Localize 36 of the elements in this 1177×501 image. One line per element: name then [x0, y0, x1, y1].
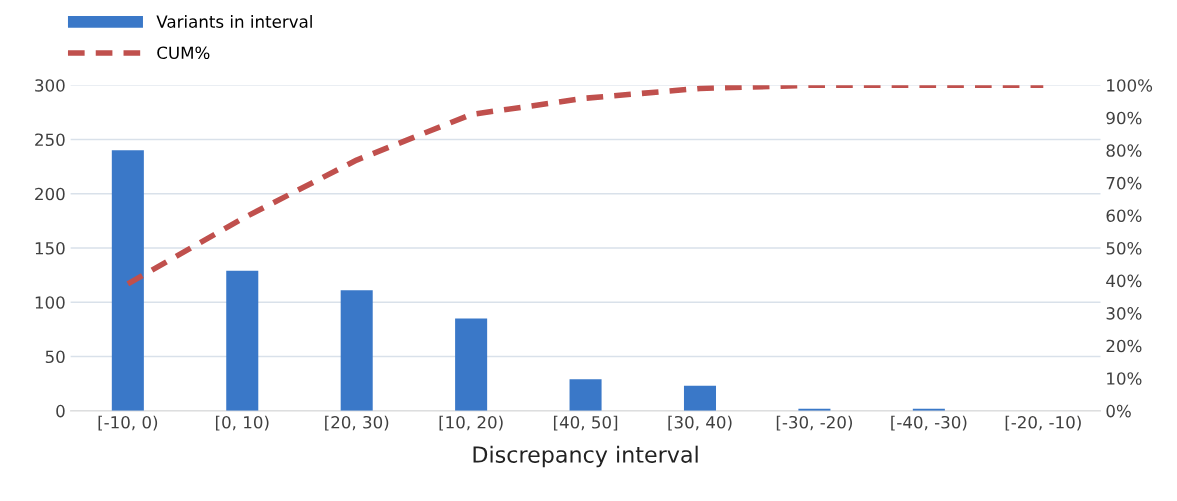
x-tick-label: [40, 50]	[553, 415, 618, 431]
bar	[569, 379, 602, 411]
x-tick-label: [10, 20)	[439, 415, 503, 431]
bar	[683, 385, 717, 411]
y2-tick-label: 60%	[1106, 209, 1142, 222]
y-tick-label: 0	[56, 404, 65, 418]
bar	[226, 270, 259, 411]
y2-tick-label: 80%	[1106, 144, 1142, 157]
y2-tick-label: 10%	[1107, 372, 1142, 385]
x-tick-label: [30, 40)	[668, 415, 732, 431]
y2-tick-label: 90%	[1106, 111, 1142, 125]
legend-label: Variants in interval	[156, 15, 312, 28]
y2-tick-label: 30%	[1106, 307, 1142, 320]
y-tick-label: 50	[45, 350, 65, 364]
y-tick-label: 200	[35, 187, 65, 201]
y-tick-label: 250	[35, 133, 65, 147]
y-tick-label: 150	[35, 241, 65, 255]
y2-tick-label: 100%	[1107, 79, 1153, 92]
y2-tick-label: 40%	[1106, 274, 1142, 288]
bar	[111, 150, 144, 411]
y-tick-label: 100	[35, 296, 65, 309]
y-tick-label: 300	[35, 79, 65, 92]
y2-tick-label: 0%	[1106, 404, 1131, 418]
bar	[340, 290, 373, 411]
legend-label: CUM%	[157, 46, 210, 60]
x-tick-label: [-10, 0)	[98, 415, 158, 431]
y2-tick-label: 70%	[1106, 176, 1142, 190]
x-tick-label: [20, 30)	[325, 415, 389, 431]
x-tick-label: [-40, -30)	[891, 415, 967, 431]
bar	[455, 318, 488, 411]
y2-tick-label: 20%	[1106, 339, 1142, 353]
x-axis-title: Discrepancy interval	[473, 445, 698, 468]
x-tick-label: [-20, -10)	[1005, 415, 1081, 431]
x-tick-label: [0, 10)	[215, 415, 269, 431]
x-tick-label: [-30, -20)	[776, 415, 853, 431]
y2-tick-label: 50%	[1106, 241, 1142, 255]
